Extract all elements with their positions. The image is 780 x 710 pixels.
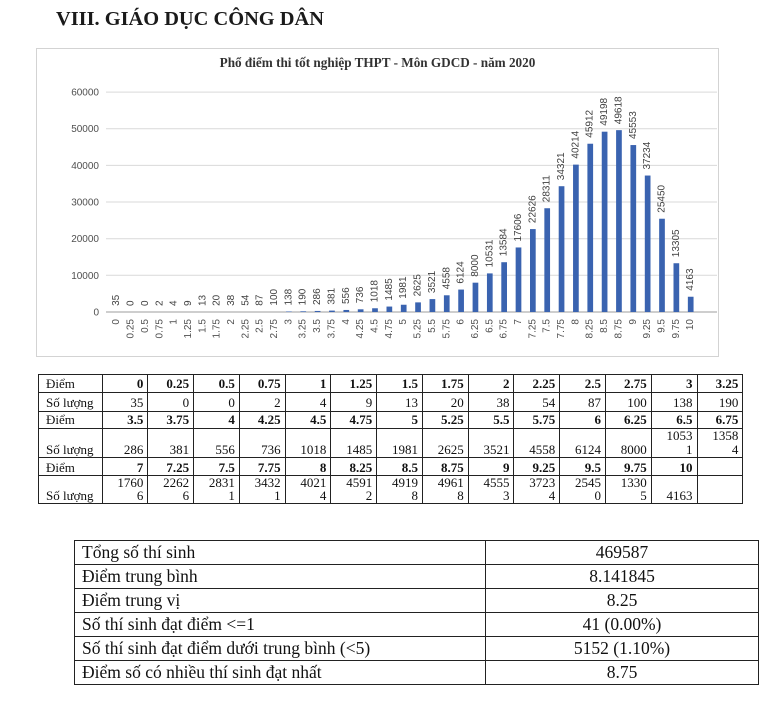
svg-text:9: 9 <box>183 300 194 306</box>
svg-text:0.5: 0.5 <box>140 319 151 333</box>
svg-text:2: 2 <box>226 319 237 325</box>
svg-text:0.75: 0.75 <box>154 319 165 339</box>
svg-text:60000: 60000 <box>71 88 99 99</box>
svg-text:8000: 8000 <box>470 254 481 277</box>
svg-text:7.75: 7.75 <box>556 319 567 339</box>
svg-text:38: 38 <box>226 294 237 306</box>
svg-text:9.5: 9.5 <box>657 319 668 333</box>
svg-text:286: 286 <box>312 288 323 305</box>
svg-text:0: 0 <box>93 307 99 318</box>
svg-text:190: 190 <box>298 288 309 305</box>
svg-text:6.5: 6.5 <box>484 319 495 333</box>
svg-text:381: 381 <box>326 287 337 304</box>
svg-text:40214: 40214 <box>570 130 581 158</box>
svg-text:9.75: 9.75 <box>671 319 682 339</box>
svg-text:9: 9 <box>628 319 639 325</box>
svg-text:25450: 25450 <box>657 184 668 212</box>
svg-text:0: 0 <box>126 300 137 306</box>
svg-text:1.75: 1.75 <box>212 319 223 339</box>
svg-text:3.75: 3.75 <box>326 319 337 339</box>
svg-text:13584: 13584 <box>499 228 510 256</box>
svg-text:1.5: 1.5 <box>197 319 208 333</box>
svg-text:8.5: 8.5 <box>599 319 610 333</box>
svg-text:5.25: 5.25 <box>413 319 424 339</box>
svg-text:45553: 45553 <box>628 111 639 139</box>
svg-text:13: 13 <box>197 294 208 306</box>
svg-text:20000: 20000 <box>71 234 99 245</box>
svg-text:4558: 4558 <box>441 267 452 290</box>
svg-text:3521: 3521 <box>427 270 438 293</box>
svg-text:1981: 1981 <box>398 276 409 299</box>
svg-text:54: 54 <box>240 294 251 306</box>
svg-text:50000: 50000 <box>71 124 99 135</box>
svg-text:6.75: 6.75 <box>499 319 510 339</box>
svg-text:49618: 49618 <box>614 96 625 124</box>
svg-text:2.75: 2.75 <box>269 319 280 339</box>
svg-text:736: 736 <box>355 286 366 303</box>
svg-text:49198: 49198 <box>599 97 610 125</box>
svg-text:3: 3 <box>283 319 294 325</box>
svg-text:1485: 1485 <box>384 278 395 301</box>
svg-text:9.25: 9.25 <box>642 319 653 339</box>
svg-text:34321: 34321 <box>556 152 567 180</box>
svg-text:87: 87 <box>255 294 266 306</box>
svg-text:556: 556 <box>341 287 352 304</box>
svg-text:7.5: 7.5 <box>542 319 553 333</box>
svg-text:4.75: 4.75 <box>384 319 395 339</box>
svg-text:22626: 22626 <box>527 195 538 223</box>
svg-text:2.25: 2.25 <box>240 319 251 339</box>
svg-text:40000: 40000 <box>71 161 99 172</box>
svg-text:8.75: 8.75 <box>614 319 625 339</box>
svg-text:6: 6 <box>456 319 467 325</box>
svg-text:100: 100 <box>269 288 280 305</box>
svg-text:5: 5 <box>398 319 409 325</box>
svg-text:7.25: 7.25 <box>527 319 538 339</box>
svg-text:20: 20 <box>212 294 223 306</box>
svg-text:28311: 28311 <box>542 175 553 203</box>
svg-text:0: 0 <box>111 319 122 325</box>
svg-text:10000: 10000 <box>71 271 99 282</box>
svg-text:4: 4 <box>341 319 352 325</box>
svg-text:7: 7 <box>513 319 524 325</box>
svg-text:8: 8 <box>570 319 581 325</box>
svg-text:8.25: 8.25 <box>585 319 596 339</box>
svg-text:45912: 45912 <box>585 109 596 137</box>
svg-text:6124: 6124 <box>456 261 467 284</box>
svg-text:0: 0 <box>140 300 151 306</box>
svg-text:138: 138 <box>283 288 294 305</box>
svg-text:4163: 4163 <box>685 268 696 291</box>
svg-text:2625: 2625 <box>413 274 424 297</box>
svg-text:2: 2 <box>154 300 165 306</box>
svg-text:17606: 17606 <box>513 213 524 241</box>
svg-text:10: 10 <box>685 319 696 331</box>
svg-text:10531: 10531 <box>484 239 495 267</box>
svg-text:35: 35 <box>111 294 122 306</box>
svg-text:37234: 37234 <box>642 141 653 169</box>
svg-text:4.5: 4.5 <box>370 319 381 333</box>
svg-text:1: 1 <box>169 319 180 325</box>
svg-text:0.25: 0.25 <box>126 319 137 339</box>
svg-text:1.25: 1.25 <box>183 319 194 339</box>
svg-text:13305: 13305 <box>671 229 682 257</box>
svg-text:2.5: 2.5 <box>255 319 266 333</box>
svg-text:6.25: 6.25 <box>470 319 481 339</box>
svg-text:3.25: 3.25 <box>298 319 309 339</box>
svg-text:3.5: 3.5 <box>312 319 323 333</box>
svg-text:5.5: 5.5 <box>427 319 438 333</box>
svg-text:4.25: 4.25 <box>355 319 366 339</box>
svg-text:30000: 30000 <box>71 197 99 208</box>
svg-text:5.75: 5.75 <box>441 319 452 339</box>
svg-text:1018: 1018 <box>370 280 381 303</box>
svg-text:4: 4 <box>169 300 180 306</box>
